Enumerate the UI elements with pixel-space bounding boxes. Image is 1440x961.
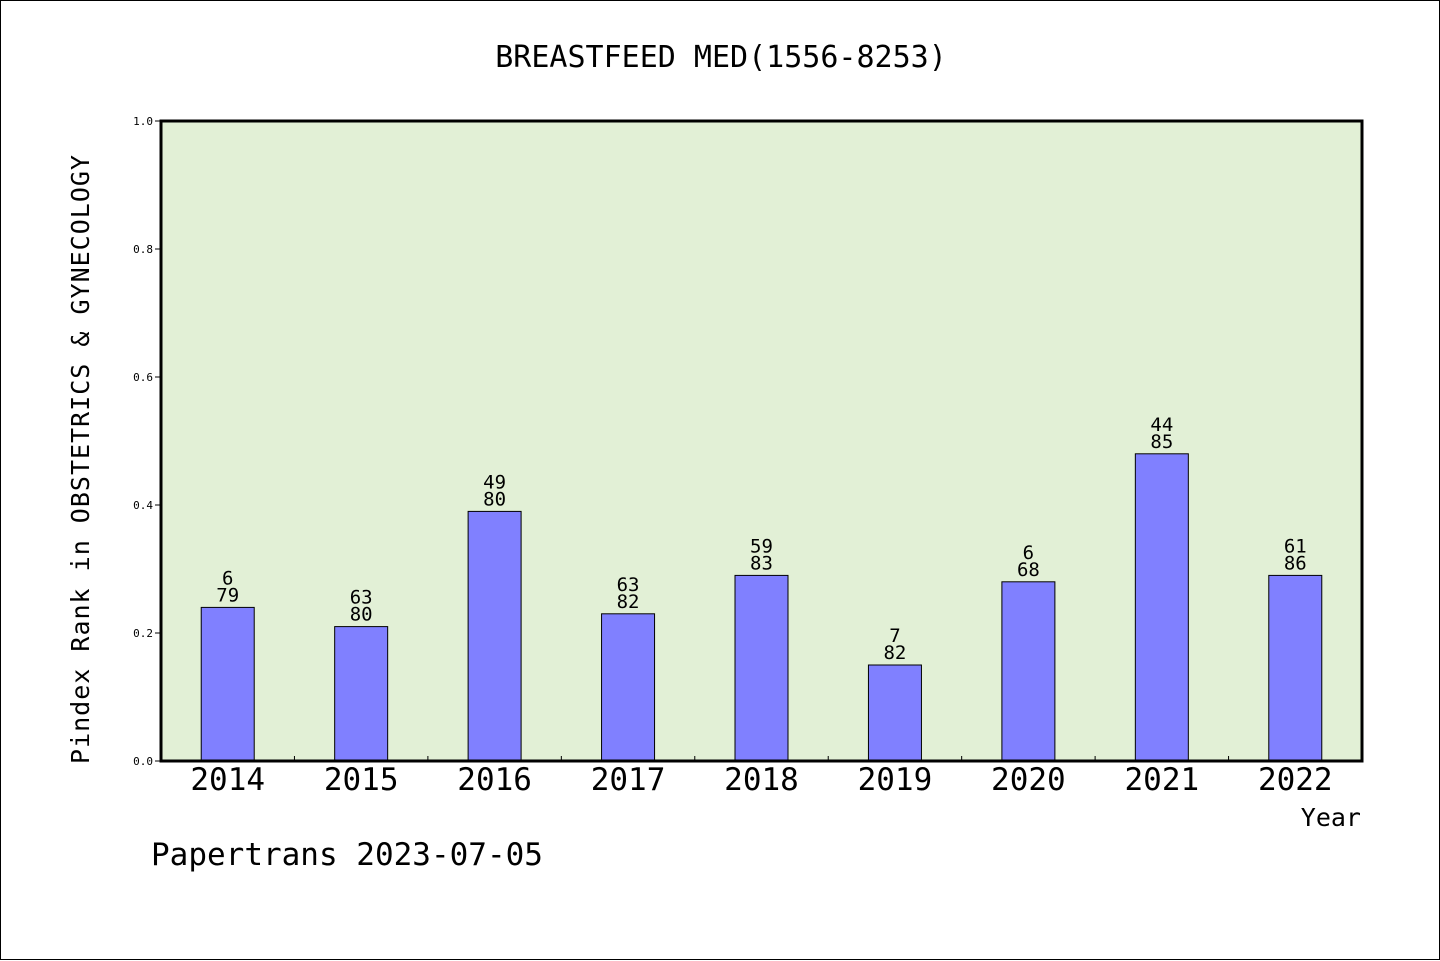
data-label-rank: 61 — [1284, 535, 1307, 557]
x-axis-label: Year — [1301, 803, 1361, 832]
bar — [601, 613, 656, 762]
data-label-rank: 44 — [1150, 414, 1173, 436]
bar — [734, 574, 789, 762]
x-tick-label: 2018 — [724, 762, 799, 798]
y-axis-label: Pindex Rank in OBSTETRICS & GYNECOLOGY — [66, 154, 95, 764]
chart-title: BREASTFEED MED(1556-8253) — [495, 40, 947, 75]
bars — [200, 453, 1323, 762]
data-label-total: 85 — [1150, 431, 1173, 453]
bar — [200, 606, 255, 762]
y-axis-ticks: 0.0 0.2 0.4 0.6 0.8 1.0 — [133, 115, 161, 768]
x-axis-ticks: 2014 2015 2016 2017 2018 2019 2020 2021 2022 — [190, 756, 1333, 798]
y-tick-label: 1.0 — [133, 115, 153, 128]
x-tick-label: 2014 — [190, 762, 265, 798]
x-tick-label: 2021 — [1125, 762, 1200, 798]
data-label-total: 82 — [883, 642, 906, 664]
x-tick-label: 2016 — [457, 762, 532, 798]
data-label-rank: 6 — [222, 567, 233, 589]
y-tick-label: 0.4 — [133, 499, 153, 512]
bar — [1268, 574, 1323, 762]
y-tick-label: 0.2 — [133, 627, 153, 640]
data-label-total: 86 — [1284, 552, 1307, 574]
y-tick-label: 0.8 — [133, 243, 153, 256]
x-tick-label: 2017 — [591, 762, 666, 798]
data-label-total: 68 — [1017, 559, 1040, 581]
x-tick-label: 2020 — [991, 762, 1066, 798]
x-tick-label: 2015 — [324, 762, 399, 798]
footer-credit: Papertrans 2023-07-05 — [151, 837, 543, 873]
data-label-total: 79 — [216, 584, 239, 606]
bar — [467, 510, 522, 762]
plot-border — [159, 119, 1364, 763]
bar — [1134, 453, 1189, 762]
data-label-rank: 63 — [617, 574, 640, 596]
data-label-rank: 59 — [750, 535, 773, 557]
data-label-total: 80 — [483, 488, 506, 510]
data-label-total: 82 — [617, 591, 640, 613]
data-label-rank: 49 — [483, 471, 506, 493]
data-label-rank: 63 — [350, 587, 373, 609]
bar — [1001, 581, 1056, 762]
y-tick-label: 0.6 — [133, 371, 153, 384]
x-tick-label: 2022 — [1258, 762, 1333, 798]
x-tick-label: 2019 — [858, 762, 933, 798]
data-label-total: 83 — [750, 552, 773, 574]
y-tick-label: 0.0 — [133, 755, 153, 768]
bar — [867, 664, 922, 762]
bar — [334, 626, 389, 762]
data-label-total: 80 — [350, 604, 373, 626]
data-label-rank: 7 — [889, 625, 900, 647]
data-label-rank: 6 — [1023, 542, 1034, 564]
